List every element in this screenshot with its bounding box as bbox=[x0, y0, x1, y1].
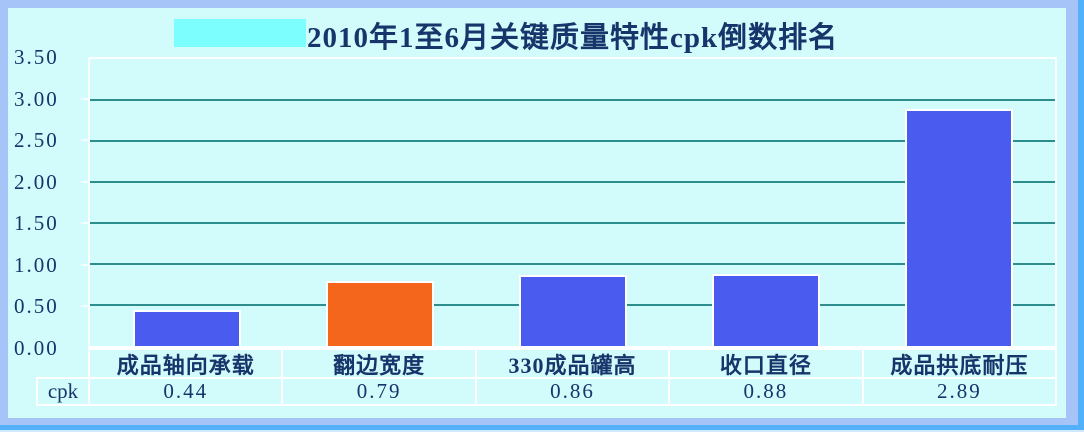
data-table-value: 0.79 bbox=[281, 377, 475, 406]
y-axis-tick-mark bbox=[81, 222, 88, 225]
category-label: 成品拱底耐压 bbox=[861, 348, 1058, 379]
data-table-value: 0.44 bbox=[88, 377, 282, 406]
category-label: 330成品罐高 bbox=[474, 348, 669, 379]
data-table-value: 0.88 bbox=[668, 377, 862, 406]
y-axis-tick-label: 0.50 bbox=[14, 294, 59, 319]
data-table-value-row: 0.44 0.79 0.86 0.88 2.89 bbox=[88, 377, 1058, 406]
gridline bbox=[90, 222, 1055, 224]
y-axis-tick-label: 1.00 bbox=[14, 252, 59, 277]
gridline bbox=[90, 99, 1055, 101]
category-label: 成品轴向承载 bbox=[88, 348, 282, 379]
bottom-edge-accent bbox=[0, 425, 1084, 430]
bar-收口直径 bbox=[711, 273, 820, 346]
data-table-value: 0.86 bbox=[474, 377, 669, 406]
y-axis-tick-label: 1.50 bbox=[14, 211, 59, 236]
y-axis-tick-label: 0.00 bbox=[14, 336, 59, 360]
chart-panel: 2010年1至6月关键质量特性cpk倒数排名 3.50 3.00 2.50 2.00 1… bbox=[8, 8, 1066, 418]
bar-330成品罐高 bbox=[518, 275, 627, 346]
chart-title: 2010年1至6月关键质量特性cpk倒数排名 bbox=[307, 22, 839, 54]
gridline bbox=[90, 263, 1055, 265]
gridline bbox=[90, 140, 1055, 142]
bottom-edge-sliver bbox=[0, 430, 1084, 432]
y-axis-tick-mark bbox=[81, 305, 88, 308]
data-table-row-label: cpk bbox=[36, 377, 90, 406]
plot-area bbox=[88, 57, 1057, 348]
y-axis-tick-mark bbox=[81, 139, 88, 142]
category-axis-row: 成品轴向承载 翻边宽度 330成品罐高 收口直径 成品拱底耐压 bbox=[88, 348, 1058, 379]
y-axis-tick-label: 3.00 bbox=[14, 86, 59, 111]
y-axis-tick-mark bbox=[81, 97, 88, 100]
category-label: 收口直径 bbox=[668, 348, 862, 379]
y-axis-tick-label: 3.50 bbox=[14, 45, 59, 69]
y-axis-tick-label: 2.00 bbox=[14, 169, 59, 194]
bar-成品轴向承载 bbox=[132, 309, 241, 346]
y-axis-tick-mark bbox=[81, 180, 88, 183]
y-axis-tick-mark bbox=[81, 263, 88, 266]
gridline bbox=[90, 181, 1055, 183]
y-axis-tick-label: 2.50 bbox=[14, 128, 59, 153]
right-edge-accent bbox=[1078, 0, 1084, 432]
bar-翻边宽度 bbox=[325, 281, 434, 346]
data-table-value: 2.89 bbox=[861, 377, 1058, 406]
title-highlight-box bbox=[174, 19, 306, 47]
bar-成品拱底耐压 bbox=[904, 109, 1013, 346]
category-label: 翻边宽度 bbox=[281, 348, 475, 379]
